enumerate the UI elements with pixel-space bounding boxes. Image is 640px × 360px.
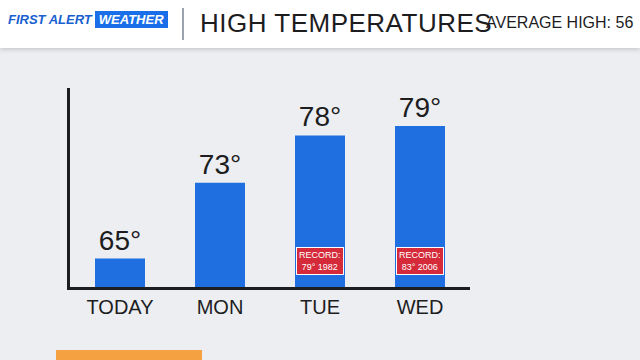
html-text:HIGH TEMPERATURES: HIGH TEMPERATURES	[200, 8, 493, 38]
html-text:WEATHER: WEATHER	[98, 12, 164, 27]
svg-text:WED: WED	[397, 296, 444, 318]
svg-text:78°: 78°	[299, 101, 341, 132]
svg-text:79°: 79°	[399, 92, 441, 123]
svg-text:TODAY: TODAY	[86, 296, 153, 318]
svg-text:RECORD:83° 2006: RECORD:83° 2006	[399, 250, 441, 272]
svg-text:MON: MON	[197, 296, 244, 318]
html-text:FIRST ALERT: FIRST ALERT	[8, 12, 92, 27]
svg-text:RECORD:79° 1982: RECORD:79° 1982	[299, 250, 341, 272]
svg-text:65°: 65°	[99, 225, 141, 256]
html-text:AVERAGE HIGH: 56: AVERAGE HIGH: 56	[486, 14, 634, 31]
svg-text:TUE: TUE	[300, 296, 340, 318]
svg-text:73°: 73°	[199, 149, 241, 180]
